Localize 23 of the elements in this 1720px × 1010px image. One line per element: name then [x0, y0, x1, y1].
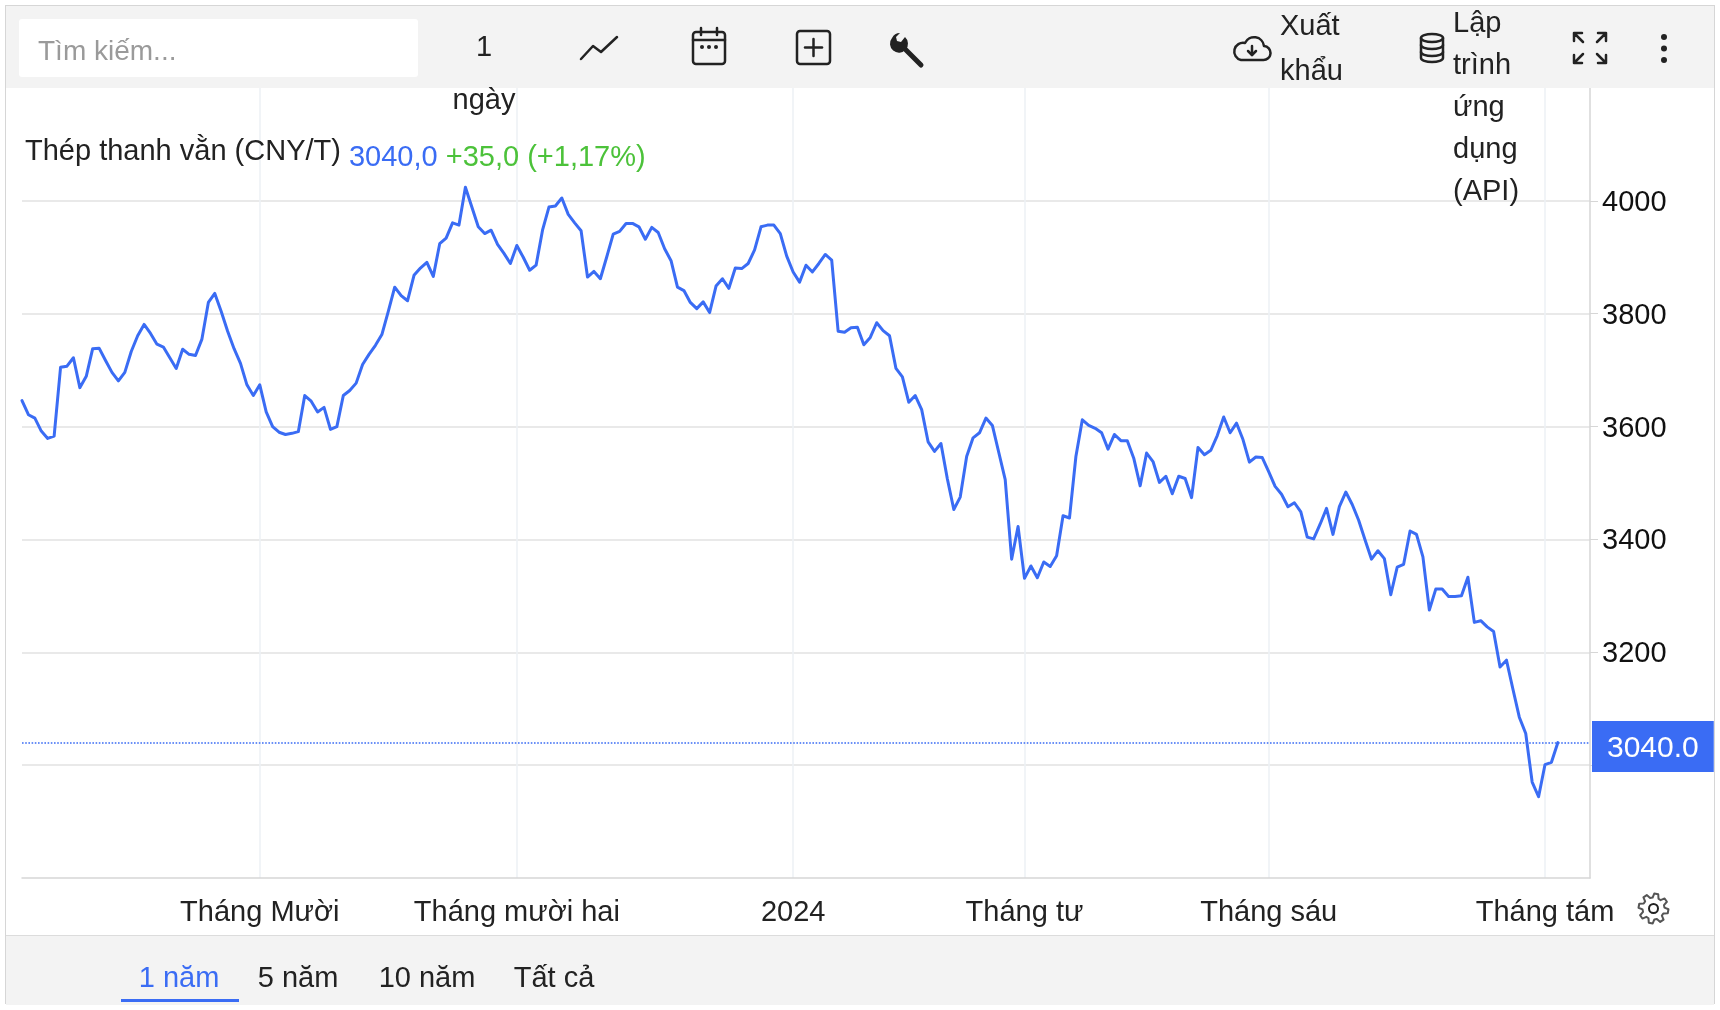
text: Tất cả: [513, 960, 595, 994]
y-tick-label: 3800: [1602, 297, 1667, 330]
annotation: 3040,0: [348, 140, 438, 172]
y-tick-label: 3200: [1602, 636, 1667, 669]
x-tick-label: 2024: [760, 894, 826, 927]
x-tick-label: Tháng sáu: [1200, 894, 1338, 927]
annotation: Lập trình ứng dụng (API): [1453, 5, 1521, 208]
ref-line-label: 3040.0: [1607, 730, 1699, 764]
x-tick-label: Tháng tám: [1475, 894, 1615, 927]
annotation: 1 ngày: [451, 29, 517, 117]
text: 10 năm: [378, 960, 476, 994]
x-tick-label: Tháng mười hai: [413, 894, 620, 927]
text: Tìm kiếm...: [38, 34, 177, 68]
y-tick-label: 3600: [1602, 410, 1667, 443]
text: 1 năm: [138, 960, 220, 994]
text: 5 năm: [257, 960, 339, 994]
x-tick-label: Tháng Mười: [180, 894, 340, 927]
y-tick-label: 3400: [1602, 523, 1667, 556]
annotation: +35,0 (+1,17%): [445, 140, 646, 172]
y-tick-label: 4000: [1602, 184, 1667, 217]
x-tick-label: Tháng tư: [965, 894, 1084, 927]
text: Xuất khẩu: [1280, 8, 1344, 88]
text: Thép thanh vằn (CNY/T): [25, 134, 341, 166]
